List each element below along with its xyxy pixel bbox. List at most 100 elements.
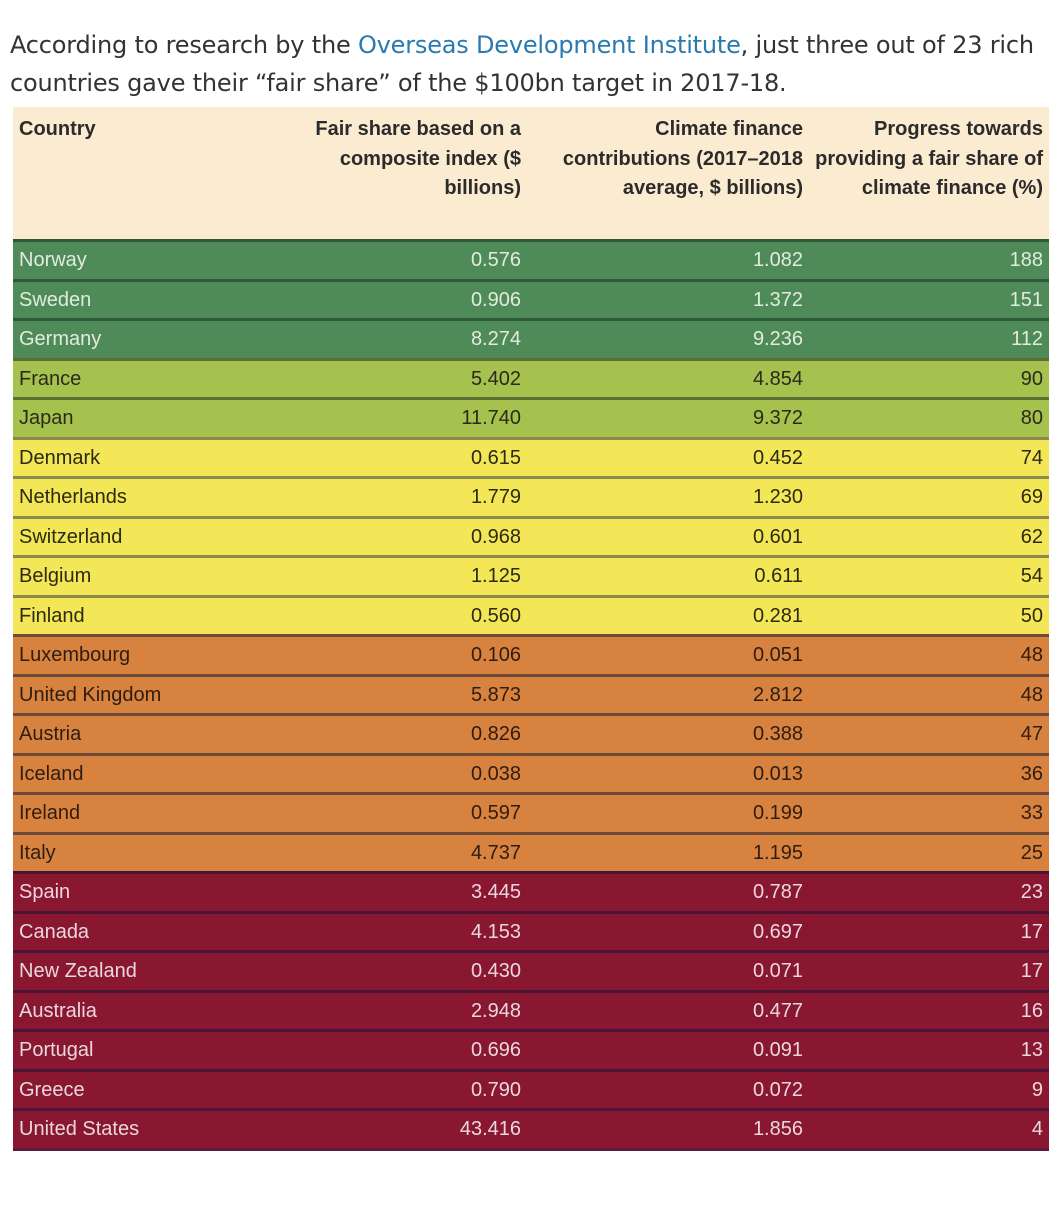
cell-country: United Kingdom xyxy=(13,673,275,715)
cell-contributions: 0.091 xyxy=(527,1029,809,1070)
header-progress: Progress towards providing a fair share … xyxy=(809,107,1049,241)
table-row: Italy 4.737 1.195 25 xyxy=(13,831,1049,873)
cell-progress: 188 xyxy=(809,239,1049,280)
table-row: Austria 0.826 0.388 47 xyxy=(13,713,1049,754)
header-country: Country xyxy=(13,107,275,241)
cell-progress: 50 xyxy=(809,594,1049,636)
table-row: Denmark 0.615 0.452 74 xyxy=(13,436,1049,478)
table-row: Finland 0.560 0.281 50 xyxy=(13,594,1049,636)
table-body: Norway 0.576 1.082 188 Sweden 0.906 1.372 151 Ge… xyxy=(13,239,1049,1151)
cell-contributions: 1.230 xyxy=(527,476,809,517)
table-row: Canada 4.153 0.697 17 xyxy=(13,910,1049,952)
cell-country: Portugal xyxy=(13,1029,275,1070)
cell-contributions: 9.236 xyxy=(527,318,809,359)
cell-contributions: 2.812 xyxy=(527,673,809,715)
cell-progress: 74 xyxy=(809,436,1049,478)
cell-contributions: 0.697 xyxy=(527,910,809,952)
cell-contributions: 0.787 xyxy=(527,871,809,912)
cell-contributions: 1.372 xyxy=(527,278,809,320)
odi-link[interactable]: Overseas Development Institute xyxy=(357,31,741,59)
cell-fair-share: 1.779 xyxy=(275,476,527,517)
intro-paragraph: According to research by the Overseas De… xyxy=(10,26,1060,102)
fair-share-table-container: Country Fair share based on a composite … xyxy=(13,107,1049,1151)
cell-country: United States xyxy=(13,1108,275,1151)
table-row: Luxembourg 0.106 0.051 48 xyxy=(13,634,1049,675)
cell-country: Switzerland xyxy=(13,515,275,557)
cell-country: Iceland xyxy=(13,752,275,794)
cell-fair-share: 0.968 xyxy=(275,515,527,557)
cell-contributions: 0.072 xyxy=(527,1068,809,1110)
cell-contributions: 1.856 xyxy=(527,1108,809,1151)
table-row: Portugal 0.696 0.091 13 xyxy=(13,1029,1049,1070)
cell-progress: 23 xyxy=(809,871,1049,912)
cell-fair-share: 11.740 xyxy=(275,397,527,438)
cell-contributions: 0.452 xyxy=(527,436,809,478)
cell-contributions: 0.013 xyxy=(527,752,809,794)
table-row: Japan 11.740 9.372 80 xyxy=(13,397,1049,438)
cell-fair-share: 0.038 xyxy=(275,752,527,794)
cell-country: Luxembourg xyxy=(13,634,275,675)
cell-progress: 80 xyxy=(809,397,1049,438)
table-row: Sweden 0.906 1.372 151 xyxy=(13,278,1049,320)
cell-progress: 90 xyxy=(809,357,1049,399)
cell-country: Norway xyxy=(13,239,275,280)
cell-progress: 47 xyxy=(809,713,1049,754)
cell-country: Belgium xyxy=(13,555,275,596)
cell-country: Netherlands xyxy=(13,476,275,517)
table-row: Switzerland 0.968 0.601 62 xyxy=(13,515,1049,557)
header-row: Country Fair share based on a composite … xyxy=(13,107,1049,241)
cell-progress: 69 xyxy=(809,476,1049,517)
cell-fair-share: 0.696 xyxy=(275,1029,527,1070)
table-row: France 5.402 4.854 90 xyxy=(13,357,1049,399)
table-row: Australia 2.948 0.477 16 xyxy=(13,989,1049,1031)
cell-contributions: 1.195 xyxy=(527,831,809,873)
cell-country: Greece xyxy=(13,1068,275,1110)
cell-contributions: 0.601 xyxy=(527,515,809,557)
cell-fair-share: 0.576 xyxy=(275,239,527,280)
cell-progress: 62 xyxy=(809,515,1049,557)
cell-contributions: 0.281 xyxy=(527,594,809,636)
table-row: Spain 3.445 0.787 23 xyxy=(13,871,1049,912)
cell-fair-share: 3.445 xyxy=(275,871,527,912)
cell-country: New Zealand xyxy=(13,950,275,991)
cell-fair-share: 5.402 xyxy=(275,357,527,399)
cell-progress: 17 xyxy=(809,910,1049,952)
cell-contributions: 1.082 xyxy=(527,239,809,280)
cell-country: Canada xyxy=(13,910,275,952)
cell-progress: 4 xyxy=(809,1108,1049,1151)
cell-country: Ireland xyxy=(13,792,275,833)
cell-fair-share: 5.873 xyxy=(275,673,527,715)
table-row: New Zealand 0.430 0.071 17 xyxy=(13,950,1049,991)
table-row: Ireland 0.597 0.199 33 xyxy=(13,792,1049,833)
cell-fair-share: 0.560 xyxy=(275,594,527,636)
cell-contributions: 0.388 xyxy=(527,713,809,754)
cell-progress: 48 xyxy=(809,673,1049,715)
cell-progress: 9 xyxy=(809,1068,1049,1110)
cell-contributions: 4.854 xyxy=(527,357,809,399)
cell-fair-share: 0.597 xyxy=(275,792,527,833)
cell-fair-share: 8.274 xyxy=(275,318,527,359)
header-fair-share: Fair share based on a composite index ($… xyxy=(275,107,527,241)
cell-country: Italy xyxy=(13,831,275,873)
cell-fair-share: 0.615 xyxy=(275,436,527,478)
cell-fair-share: 0.906 xyxy=(275,278,527,320)
table-row: Germany 8.274 9.236 112 xyxy=(13,318,1049,359)
cell-progress: 48 xyxy=(809,634,1049,675)
cell-fair-share: 0.790 xyxy=(275,1068,527,1110)
table-row: Norway 0.576 1.082 188 xyxy=(13,239,1049,280)
table-header: Country Fair share based on a composite … xyxy=(13,107,1049,241)
cell-fair-share: 0.430 xyxy=(275,950,527,991)
cell-country: Japan xyxy=(13,397,275,438)
table-row: Belgium 1.125 0.611 54 xyxy=(13,555,1049,596)
intro-text-before: According to research by the xyxy=(10,31,358,59)
cell-fair-share: 43.416 xyxy=(275,1108,527,1151)
cell-contributions: 0.051 xyxy=(527,634,809,675)
table-row: Iceland 0.038 0.013 36 xyxy=(13,752,1049,794)
cell-fair-share: 1.125 xyxy=(275,555,527,596)
cell-contributions: 0.477 xyxy=(527,989,809,1031)
cell-progress: 112 xyxy=(809,318,1049,359)
cell-fair-share: 0.826 xyxy=(275,713,527,754)
cell-country: Spain xyxy=(13,871,275,912)
cell-country: Australia xyxy=(13,989,275,1031)
table-row: United States 43.416 1.856 4 xyxy=(13,1108,1049,1151)
